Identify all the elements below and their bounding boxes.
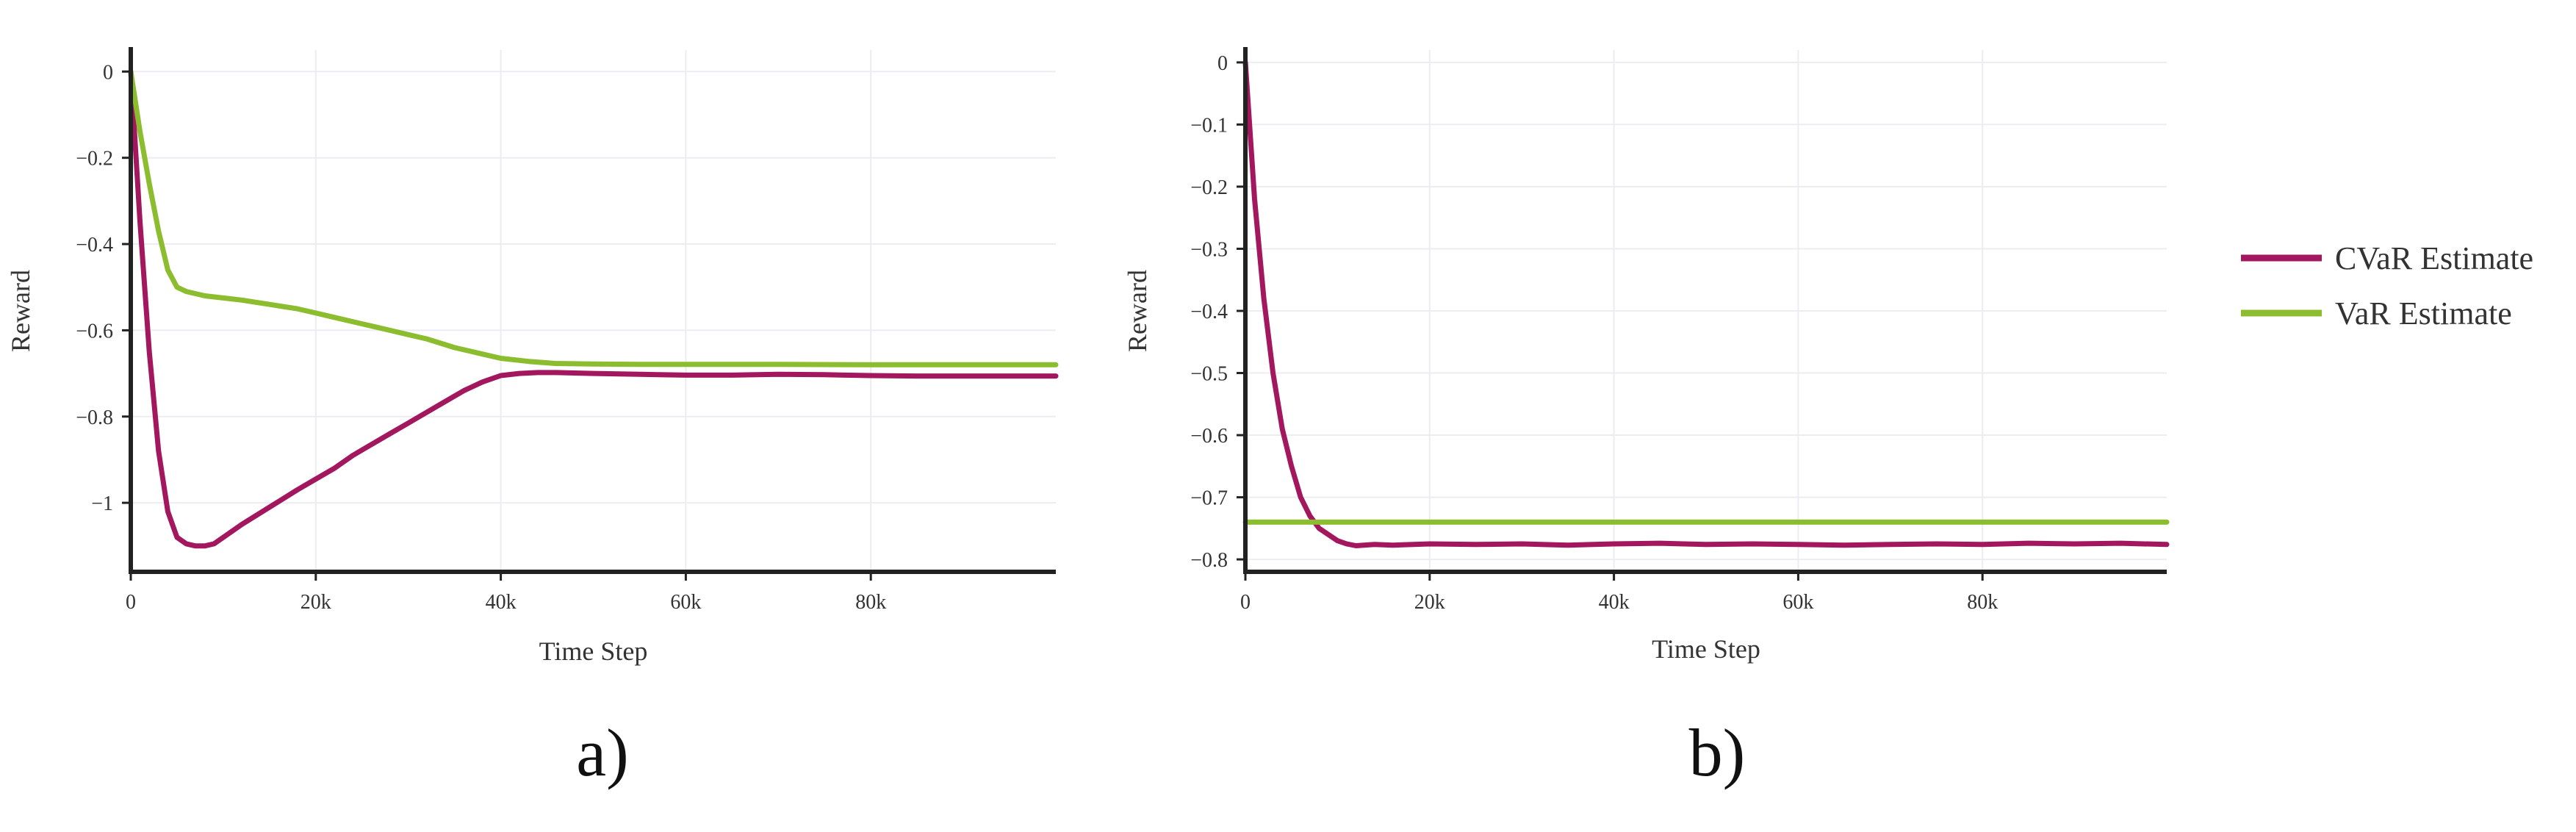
x-tick-label: 60k [1782,591,1813,614]
y-tick-label: −0.2 [76,148,113,171]
series-line-cvar [128,68,1059,549]
y-tick-label: −0.2 [1190,176,1228,199]
x-tick-label: 20k [301,591,331,614]
chart-b: 0 20k 40k 60k 80k 0 −0.1 −0.2 −0.3 −0.4 −0.5 −0.6 −0… [1123,47,2170,664]
y-tick-label: −0.4 [76,234,113,257]
legend-label-cvar: CVaR Estimate [2335,240,2533,276]
legend-label-var: VaR Estimate [2335,295,2512,331]
x-tick-label: 20k [1414,591,1445,614]
series-line-var [128,68,1059,367]
x-tick-label: 40k [1599,591,1630,614]
x-tick-label: 0 [1240,591,1251,614]
y-tick-label: −0.3 [1190,238,1228,261]
x-tick-label: 0 [126,591,136,614]
x-tick-label: 80k [1967,591,1998,614]
y-tick-label: −0.6 [76,320,113,343]
caption-a: a) [576,715,628,790]
x-tick-label: 80k [855,591,886,614]
y-tick-label: −0.6 [1190,425,1228,448]
y-tick-label: 0 [103,61,113,84]
y-tick-label: −0.5 [1190,363,1228,386]
chart-a: 0 20k 40k 60k 80k 0 −0.2 −0.4 −0.6 −0.8 −1 Time Ste… [6,47,1059,666]
legend: CVaR Estimate VaR Estimate [2241,240,2533,331]
x-tick-label: 40k [486,591,517,614]
x-axis-title: Time Step [1652,634,1760,664]
y-axis-title: Reward [1123,270,1152,352]
y-tick-label: 0 [1217,52,1228,75]
caption-b: b) [1689,715,1746,790]
series-line-cvar [1242,60,2170,548]
y-tick-label: −1 [91,492,113,515]
y-tick-label: −0.8 [76,406,113,429]
y-tick-label: −0.7 [1190,487,1228,510]
y-axis-title: Reward [6,270,35,352]
y-tick-label: −0.8 [1190,549,1228,572]
y-tick-label: −0.1 [1190,114,1228,137]
y-tick-label: −0.4 [1190,301,1228,323]
x-axis-title: Time Step [539,636,648,666]
x-tick-label: 60k [670,591,701,614]
